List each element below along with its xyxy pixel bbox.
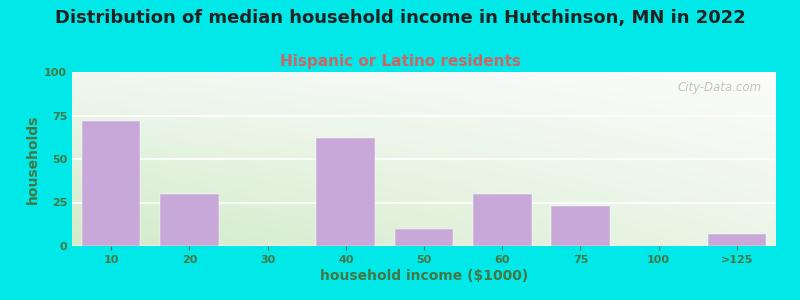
Bar <box>707 234 766 246</box>
Bar <box>473 194 531 246</box>
Text: Distribution of median household income in Hutchinson, MN in 2022: Distribution of median household income … <box>54 9 746 27</box>
Bar <box>160 194 218 246</box>
Text: Hispanic or Latino residents: Hispanic or Latino residents <box>279 54 521 69</box>
Bar <box>317 138 375 246</box>
Bar <box>394 229 454 246</box>
Y-axis label: households: households <box>26 114 40 204</box>
Bar <box>82 121 141 246</box>
Text: City-Data.com: City-Data.com <box>678 81 762 94</box>
X-axis label: household income ($1000): household income ($1000) <box>320 269 528 283</box>
Bar <box>551 206 610 246</box>
